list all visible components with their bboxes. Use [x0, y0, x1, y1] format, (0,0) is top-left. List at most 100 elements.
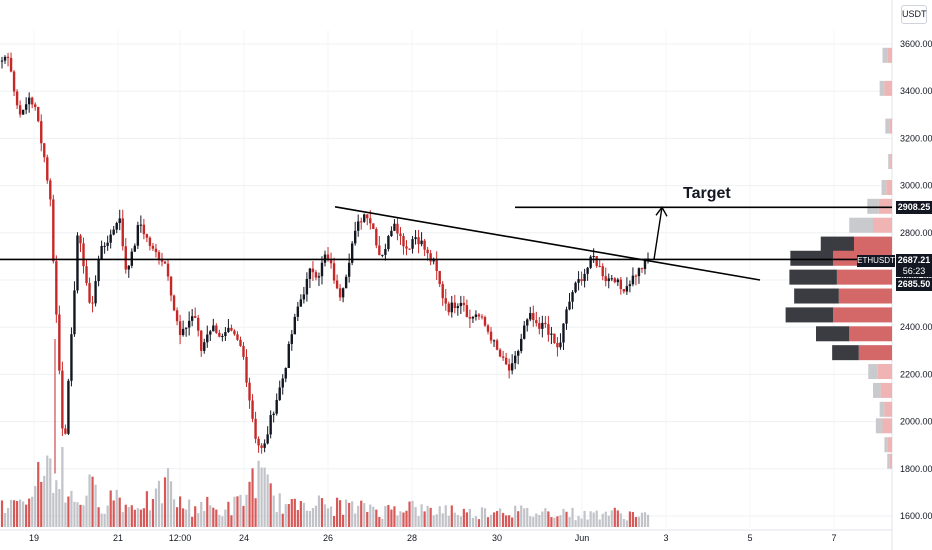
- candle-body: [565, 309, 568, 324]
- volume-bar: [12, 500, 16, 527]
- candle-body: [118, 218, 121, 224]
- volume-bar: [61, 447, 64, 527]
- volume-bar: [417, 516, 420, 527]
- volume-bar: [363, 503, 366, 527]
- candle-body: [616, 279, 620, 283]
- volume-bar: [450, 505, 453, 527]
- level-price-tag: 2685.50: [896, 278, 932, 291]
- volume-bar: [586, 519, 589, 527]
- volume-bar: [145, 491, 148, 527]
- volume-bar: [305, 510, 308, 527]
- volume-bar: [124, 504, 127, 527]
- candle-body: [293, 316, 297, 335]
- volume-bar: [263, 467, 266, 527]
- candle-body: [538, 323, 541, 329]
- profile-up: [867, 198, 879, 214]
- candle-body: [341, 288, 345, 298]
- volume-bar: [172, 499, 176, 527]
- candle-body: [70, 334, 73, 381]
- x-tick-label: 28: [407, 533, 417, 543]
- volume-bar: [637, 516, 641, 527]
- volume-bar: [281, 513, 284, 527]
- volume-bar: [468, 508, 471, 527]
- drawings[interactable]: [0, 206, 892, 281]
- candle-body: [574, 282, 577, 293]
- volume-bar: [550, 517, 553, 527]
- volume-bar: [209, 505, 212, 527]
- candle-body: [157, 252, 161, 260]
- candle-body: [100, 245, 103, 259]
- candle-body: [178, 321, 182, 336]
- profile-up: [794, 288, 839, 304]
- candle-body: [148, 237, 152, 246]
- candle-body: [489, 331, 493, 341]
- volume-bar: [508, 515, 511, 527]
- volume-bar: [28, 498, 31, 527]
- candle-body: [438, 270, 441, 285]
- candle-body: [218, 332, 221, 337]
- candle-body: [163, 261, 167, 264]
- profile-up: [887, 453, 890, 469]
- profile-down: [873, 217, 892, 233]
- volume-bar: [553, 517, 556, 527]
- x-tick-label: 12:00: [169, 533, 192, 543]
- time-axis[interactable]: 19 21 12:00 24 26 28 30 Jun 3 5 7: [29, 533, 837, 543]
- profile-down: [889, 453, 892, 469]
- candle-body: [516, 351, 520, 356]
- candle-body: [375, 228, 378, 246]
- volume-bar: [179, 496, 182, 527]
- candle-body: [523, 325, 526, 339]
- volume-bar: [227, 501, 230, 527]
- candle-body: [224, 332, 227, 337]
- candle-body: [121, 218, 124, 247]
- volume-bar: [6, 507, 10, 527]
- profile-up: [789, 269, 837, 285]
- candle-body: [510, 363, 514, 371]
- y-tick-label: 3200.00: [900, 133, 932, 143]
- volume-bar: [314, 505, 318, 527]
- candle-body: [468, 317, 472, 319]
- candle-body: [287, 343, 290, 369]
- volume-bar: [580, 518, 583, 527]
- candle-body: [206, 334, 209, 343]
- volume-bar: [79, 504, 82, 527]
- candle-body: [520, 338, 523, 352]
- volume-bar: [378, 517, 381, 527]
- volume-bar: [197, 513, 200, 527]
- candle-body: [317, 276, 321, 278]
- volume-bar: [616, 510, 619, 527]
- profile-down: [889, 118, 892, 134]
- candle-body: [172, 295, 176, 311]
- volume-bar: [628, 511, 631, 527]
- candle-body: [480, 316, 484, 318]
- candle-body: [640, 268, 644, 270]
- candle-body: [357, 221, 360, 231]
- target-annotation[interactable]: Target: [683, 185, 731, 202]
- candle-body: [308, 268, 312, 279]
- candle-body: [94, 281, 97, 304]
- currency-badge[interactable]: USDT: [901, 5, 927, 24]
- volume-bar: [444, 505, 447, 527]
- volume-bar: [414, 507, 417, 527]
- volume-bar: [492, 512, 496, 527]
- volume-bar: [236, 496, 239, 527]
- volume-bar: [619, 513, 622, 527]
- volume-bar: [290, 498, 293, 527]
- volume-bar: [338, 500, 342, 527]
- volume-bar: [200, 502, 203, 527]
- candle-body: [372, 223, 375, 229]
- candle-body: [583, 273, 586, 282]
- volume-bar: [188, 499, 191, 527]
- candle-body: [423, 240, 426, 250]
- candle-body: [613, 278, 616, 283]
- volume-bar: [471, 517, 475, 527]
- volume-bar: [73, 501, 76, 527]
- y-tick-label: 2200.00: [900, 369, 932, 379]
- volume-bar: [601, 513, 604, 527]
- volume-bar: [94, 484, 97, 527]
- trendline: [334, 206, 761, 281]
- target-price-tag: 2908.25: [896, 201, 932, 214]
- volume-bar: [381, 518, 384, 527]
- volume-bar: [357, 505, 360, 527]
